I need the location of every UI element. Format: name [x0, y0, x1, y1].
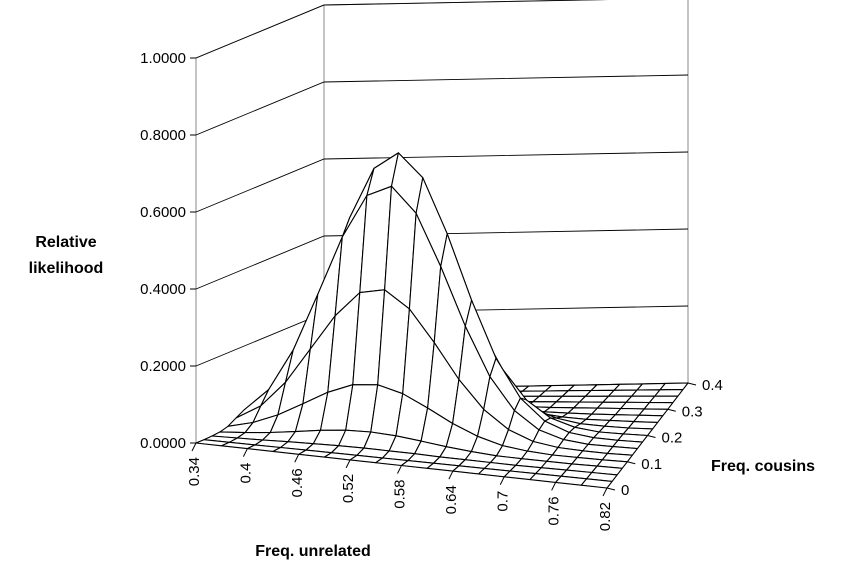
x-tick [602, 487, 608, 497]
x-tick [551, 482, 557, 491]
z-axis-title-line-1: Relative [35, 234, 96, 251]
x-tick-label: 0.58 [392, 480, 409, 509]
z-tick-label: 0.8000 [140, 127, 186, 144]
x-tick [345, 459, 351, 469]
surface-cell [654, 389, 684, 397]
z-tick-label: 0.0000 [140, 435, 186, 452]
y-tick [647, 435, 656, 438]
z-gridline [195, 228, 689, 290]
x-tick [294, 454, 300, 463]
x-tick [191, 442, 197, 452]
y-tick-label: 0.4 [702, 377, 723, 394]
y-tick [667, 408, 676, 412]
x-tick-label: 0.4 [237, 463, 254, 484]
y-axis-title: Freq. cousins [711, 458, 815, 475]
x-tick-label: 0.82 [597, 502, 614, 531]
y-tick-label: 0.3 [682, 403, 703, 420]
x-tick-label: 0.64 [443, 485, 460, 514]
z-gridline [195, 151, 689, 213]
x-tick [242, 448, 248, 457]
surface-cell [580, 478, 613, 489]
x-tick-label: 0.46 [289, 468, 306, 497]
surface-cell [643, 401, 674, 410]
x-tick-label: 0.34 [186, 457, 203, 486]
z-tick-label: 0.6000 [140, 204, 186, 221]
z-tick-label: 0.2000 [140, 358, 186, 375]
x-axis-title: Freq. unrelated [255, 543, 371, 560]
y-tick-label: 0.2 [662, 430, 683, 447]
x-tick-label: 0.52 [340, 474, 357, 503]
x-tick [448, 470, 454, 480]
surface-cell [659, 382, 689, 391]
likelihood-surface [195, 152, 689, 489]
z-gridline [195, 74, 689, 136]
surface-cell [648, 395, 679, 404]
y-tick [627, 461, 636, 465]
x-tick [397, 465, 402, 474]
y-tick [687, 382, 697, 386]
z-tick-label: 0.4000 [140, 281, 186, 298]
y-tick-label: 0 [621, 482, 629, 499]
y-tick [606, 487, 616, 491]
x-tick [499, 476, 505, 485]
x-tick-label: 0.76 [546, 496, 563, 525]
z-gridline [195, 0, 608, 59]
z-tick-label: 1.0000 [140, 50, 186, 67]
z-axis-title-line-2: likelihood [29, 260, 104, 277]
x-tick-label: 0.7 [494, 491, 511, 512]
axis-ticks: 0.0000 0.2000 0.4000 0.6000 0.8000 1.0000 0.34… [140, 50, 723, 531]
y-tick-label: 0.1 [641, 456, 662, 473]
